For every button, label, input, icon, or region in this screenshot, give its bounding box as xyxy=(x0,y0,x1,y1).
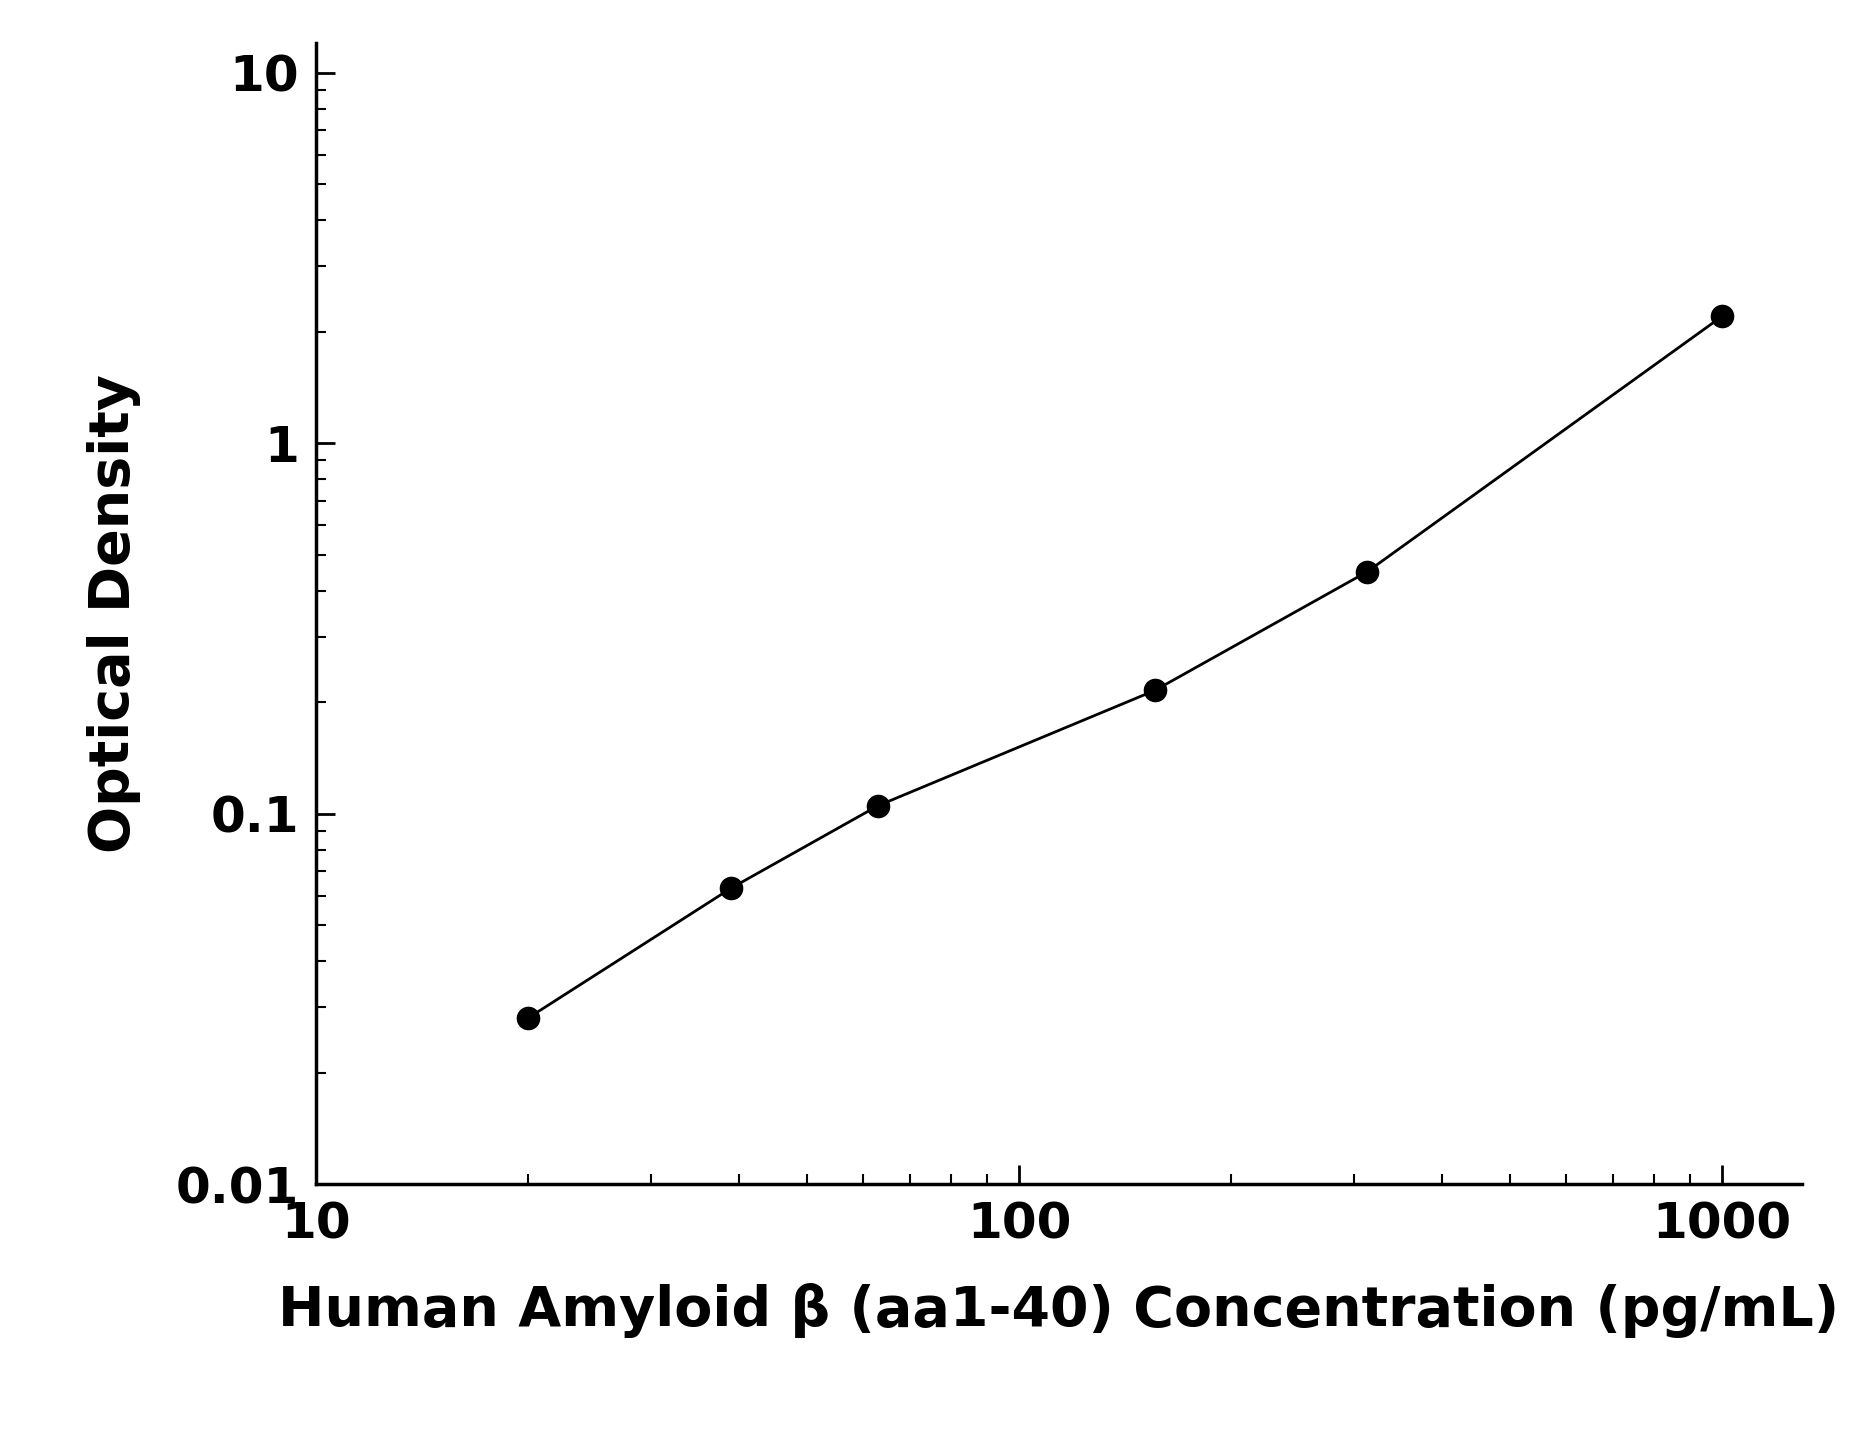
Y-axis label: Optical Density: Optical Density xyxy=(87,374,141,853)
X-axis label: Human Amyloid β (aa1-40) Concentration (pg/mL): Human Amyloid β (aa1-40) Concentration (… xyxy=(279,1284,1838,1339)
